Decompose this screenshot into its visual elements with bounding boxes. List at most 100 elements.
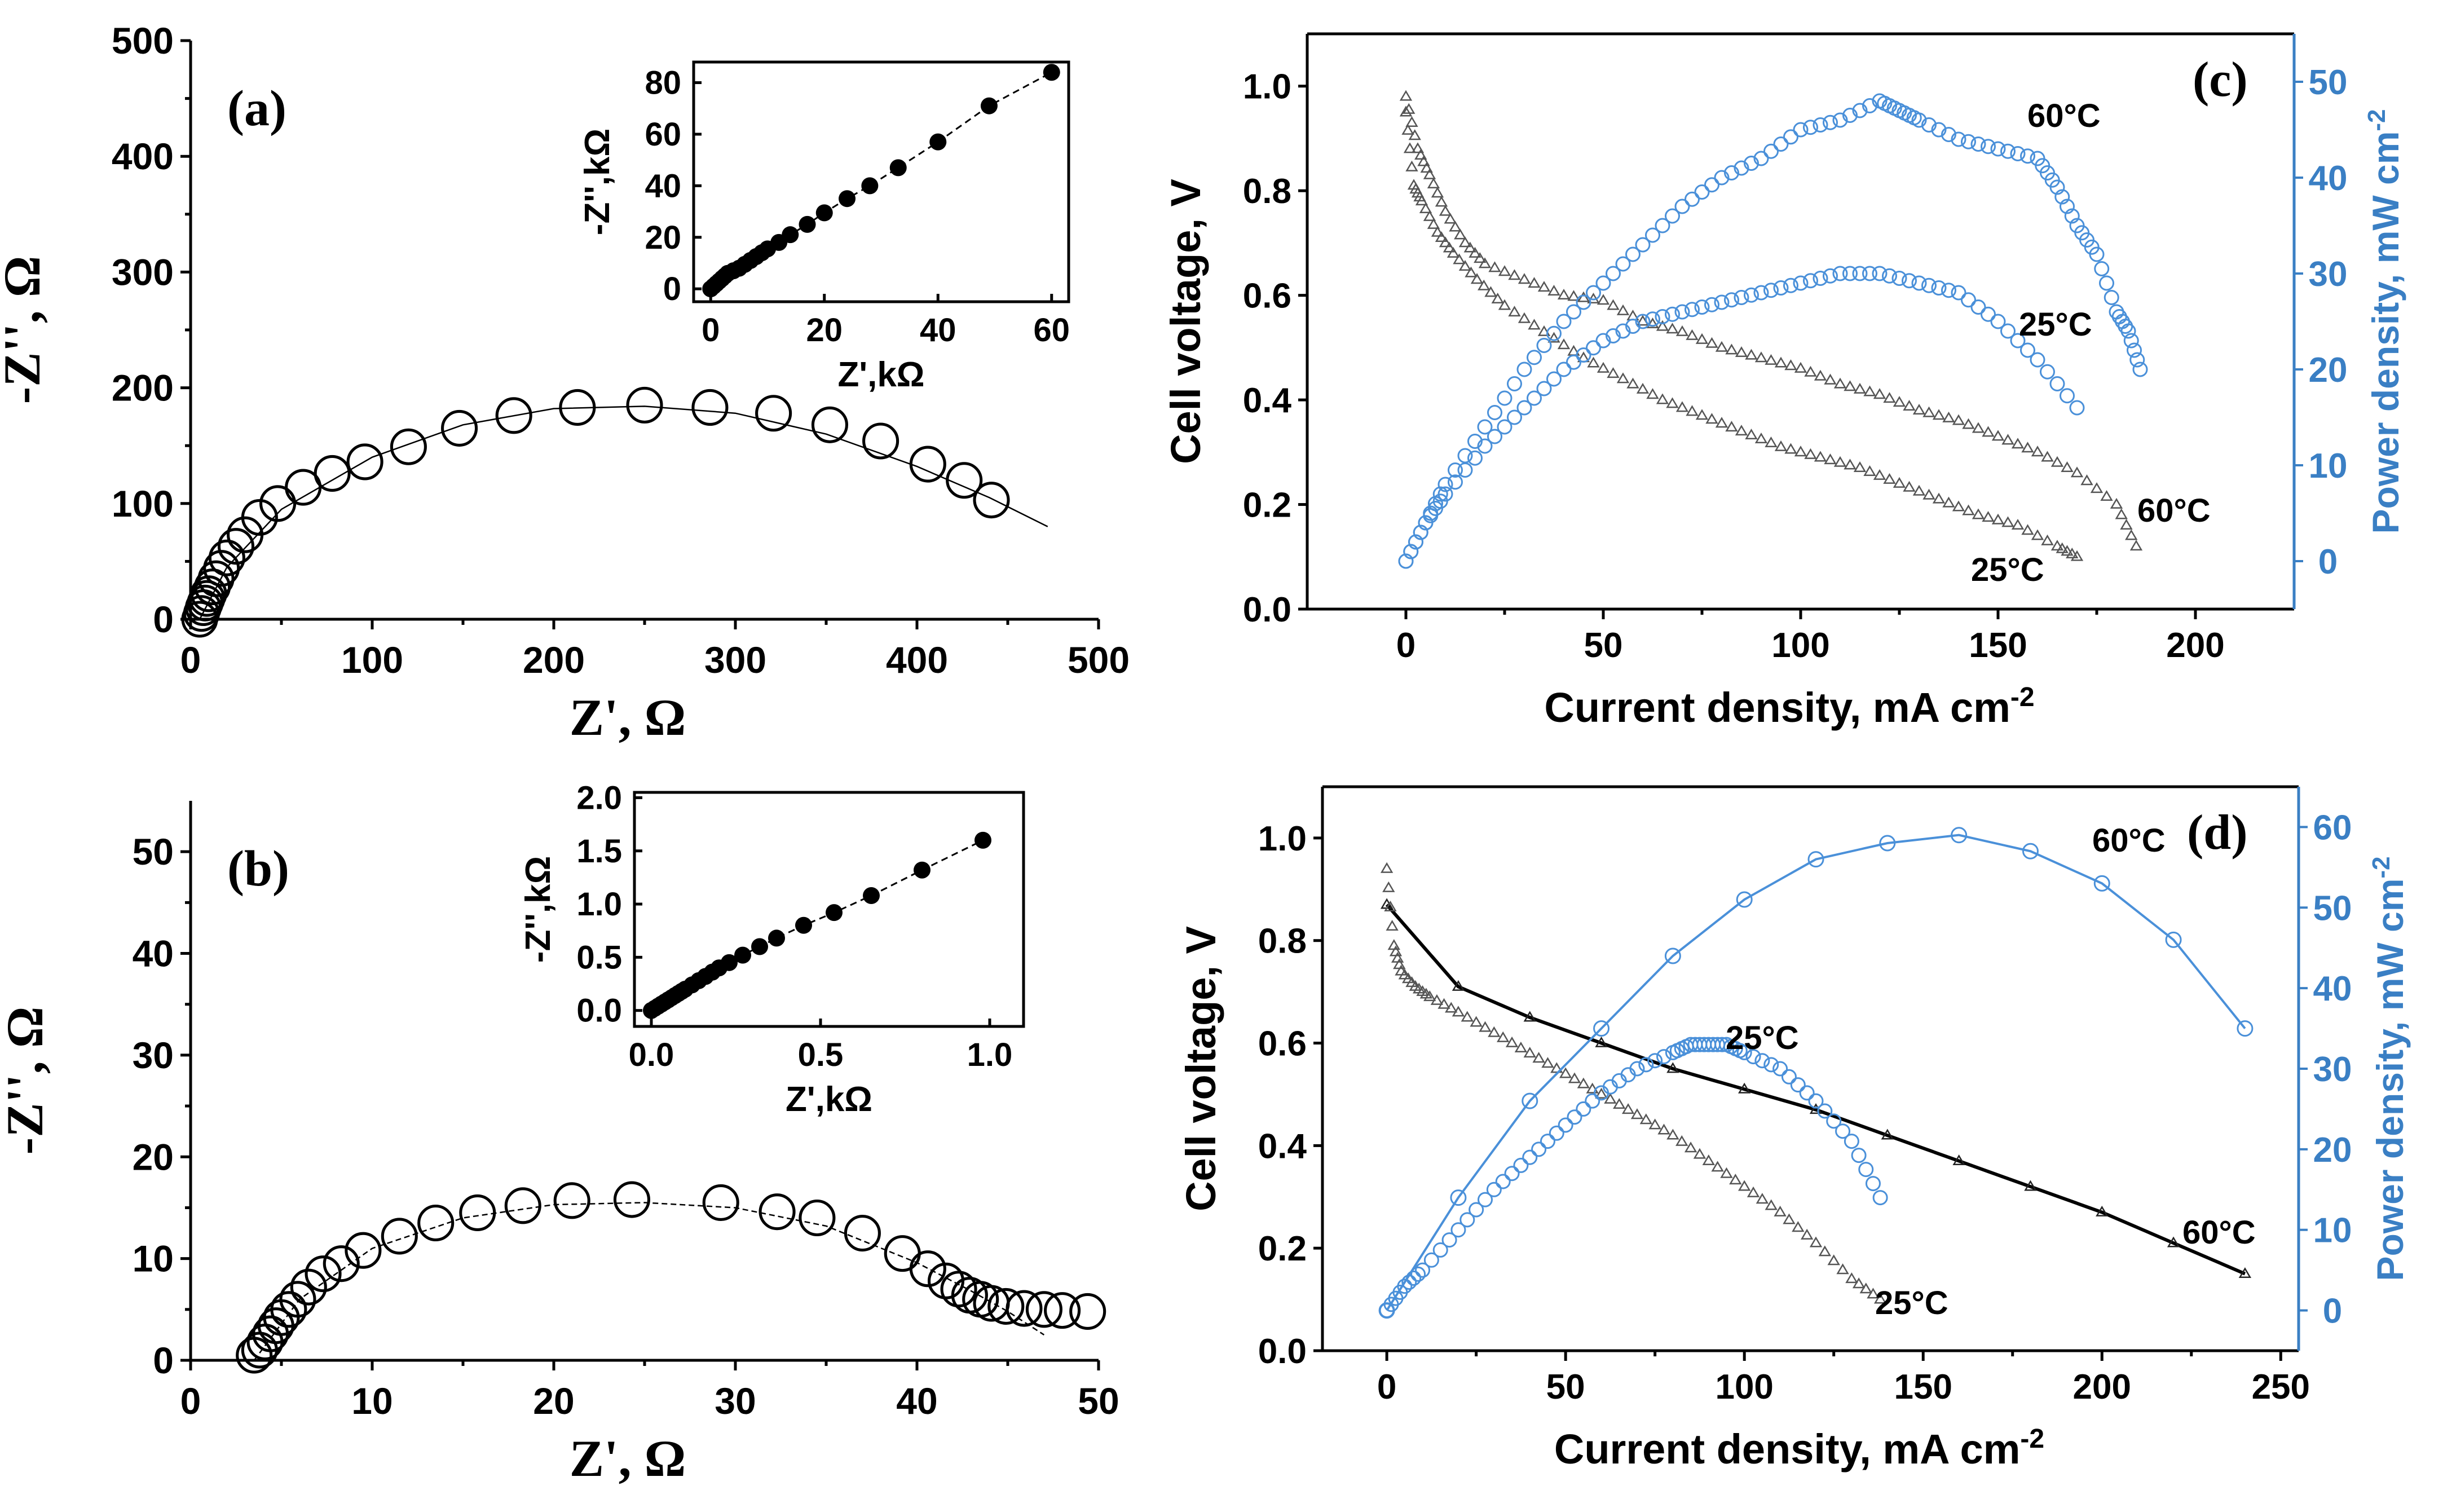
data-point — [1824, 453, 1837, 465]
data-point — [1408, 129, 1421, 140]
data-point — [495, 397, 532, 434]
data-point — [1720, 1167, 1733, 1178]
data-point — [2021, 442, 2034, 453]
data-point — [2060, 388, 2075, 404]
y-tick-label: 0.8 — [1243, 172, 1291, 211]
y-axis-title: -Z'', Ω — [0, 1007, 54, 1155]
data-point — [1638, 1057, 1654, 1073]
x-tick-label: 100 — [341, 639, 403, 681]
data-point — [1845, 1272, 1858, 1284]
data-point — [2070, 466, 2084, 478]
y2-tick-label: 20 — [2309, 351, 2348, 390]
data-point — [459, 1194, 496, 1232]
x-tick-label: 0 — [1396, 626, 1415, 665]
inset-data-point — [863, 887, 880, 904]
data-point — [1932, 409, 1946, 420]
data-point — [940, 1271, 977, 1308]
data-point — [1793, 275, 1809, 291]
data-point — [1756, 1193, 1769, 1204]
data-point — [1557, 288, 1571, 300]
data-point — [1666, 397, 1679, 408]
x-tick-label: 400 — [886, 639, 948, 681]
y-axis-title: -Z'', Ω — [0, 256, 51, 404]
data-point — [241, 499, 278, 536]
data-point — [1536, 381, 1552, 396]
data-point — [1516, 400, 1532, 416]
inset-data-point — [751, 938, 768, 955]
y-tick-label: 50 — [133, 831, 174, 872]
data-point — [1863, 465, 1876, 476]
data-point — [1491, 292, 1504, 303]
data-point — [1423, 1252, 1439, 1268]
data-point — [1593, 1020, 1610, 1037]
inset-x-tick-label: 1.0 — [967, 1037, 1013, 1073]
data-point — [1478, 279, 1491, 290]
data-point — [1804, 365, 1817, 377]
data-point — [1735, 346, 1748, 358]
data-point — [1497, 419, 1512, 435]
data-point — [2132, 362, 2148, 377]
data-point — [1873, 1293, 1887, 1304]
data-point — [1664, 947, 1681, 964]
data-point — [2041, 534, 2054, 545]
data-point — [1411, 142, 1425, 153]
data-point — [2061, 545, 2074, 556]
data-point — [1686, 405, 1699, 416]
inset-x-tick-label: 0.0 — [629, 1037, 674, 1073]
data-point — [1536, 338, 1552, 353]
data-point — [1763, 283, 1779, 298]
data-point — [1852, 266, 1868, 281]
data-point — [1478, 257, 1492, 268]
data-point — [1666, 1062, 1679, 1073]
data-point — [2120, 518, 2133, 530]
y2-tick-label: 50 — [2309, 63, 2348, 102]
data-point — [1833, 456, 1847, 467]
data-point — [1952, 1154, 1965, 1166]
data-point — [345, 1232, 382, 1269]
data-point — [2100, 490, 2113, 501]
data-point — [1922, 406, 1935, 417]
data-point — [2104, 290, 2119, 305]
panel-label: (a) — [227, 81, 286, 136]
data-point — [1832, 266, 1848, 281]
data-point — [1488, 1026, 1501, 1037]
data-point — [1903, 481, 1916, 492]
data-point — [1745, 429, 1758, 440]
data-point — [1863, 385, 1876, 396]
data-point — [1823, 268, 1838, 284]
data-point — [390, 428, 427, 465]
data-point — [1454, 228, 1467, 240]
data-point — [1431, 226, 1444, 237]
data-point — [1508, 269, 1521, 280]
data-point — [1873, 388, 1886, 399]
series-annotation: 60°C — [2182, 1214, 2256, 1251]
data-point — [1961, 134, 1976, 149]
x-tick-label: 0 — [1377, 1368, 1396, 1407]
data-point — [1711, 1161, 1724, 1172]
data-point — [1576, 294, 1591, 310]
data-point — [1420, 162, 1433, 173]
data-point — [1851, 1148, 1867, 1163]
data-point — [1665, 208, 1680, 224]
data-point — [323, 1245, 360, 1282]
data-point — [755, 395, 792, 432]
data-point — [1817, 1103, 1833, 1119]
data-point — [1423, 168, 1436, 179]
data-point — [1495, 1174, 1511, 1189]
data-point — [1753, 151, 1769, 166]
data-point — [1818, 1245, 1832, 1257]
data-point — [2020, 148, 2035, 164]
data-point — [1862, 266, 1877, 281]
series-annotation: 25°C — [2019, 306, 2092, 343]
data-point — [1694, 299, 1710, 315]
y2-tick-label: 10 — [2313, 1211, 2352, 1250]
data-point — [1725, 421, 1738, 432]
y-tick-label: 0.8 — [1258, 922, 1307, 961]
y2-axis-title: Power density, mW cm-2 — [2367, 856, 2411, 1281]
inset-data-point — [815, 204, 833, 222]
data-point — [1458, 236, 1472, 248]
x-tick-label: 20 — [533, 1380, 574, 1422]
data-point — [2020, 342, 2035, 358]
data-point — [2050, 540, 2064, 551]
data-point — [1439, 236, 1452, 248]
